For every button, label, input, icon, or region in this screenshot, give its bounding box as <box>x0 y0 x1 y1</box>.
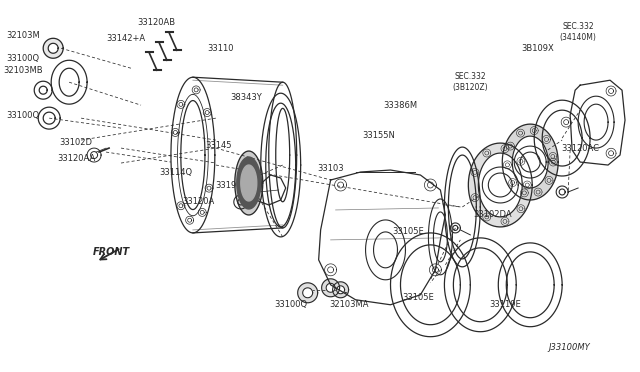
Text: 33100Q: 33100Q <box>6 110 40 120</box>
Text: 33110: 33110 <box>207 44 234 53</box>
Text: 33386M: 33386M <box>383 101 417 110</box>
Text: 33145: 33145 <box>205 141 232 150</box>
Text: 32103M: 32103M <box>6 31 40 40</box>
Text: 33102DA: 33102DA <box>473 211 511 219</box>
Text: 33105E: 33105E <box>403 293 435 302</box>
Polygon shape <box>43 38 63 58</box>
Text: 3B109X: 3B109X <box>521 44 554 53</box>
Text: 33120AA: 33120AA <box>57 154 95 163</box>
Polygon shape <box>298 283 317 303</box>
Text: SEC.332
(34140M): SEC.332 (34140M) <box>560 22 596 42</box>
Text: 33155N: 33155N <box>362 131 395 140</box>
Text: 32103MB: 32103MB <box>3 66 43 75</box>
Polygon shape <box>478 153 522 217</box>
Polygon shape <box>235 151 263 215</box>
Text: 33102D: 33102D <box>60 138 93 147</box>
Text: SEC.332
(3B120Z): SEC.332 (3B120Z) <box>452 72 488 92</box>
Polygon shape <box>241 161 257 205</box>
Polygon shape <box>237 157 260 209</box>
Polygon shape <box>502 124 558 200</box>
Text: 33100Q: 33100Q <box>6 54 40 63</box>
Text: 33103: 33103 <box>317 164 344 173</box>
Text: 33100Q: 33100Q <box>274 300 307 309</box>
Text: FRONT: FRONT <box>93 247 130 257</box>
Text: J33100MY: J33100MY <box>548 343 590 352</box>
Polygon shape <box>303 288 313 298</box>
Polygon shape <box>333 282 349 298</box>
Polygon shape <box>326 283 335 292</box>
Polygon shape <box>322 279 340 297</box>
Polygon shape <box>337 286 344 294</box>
Polygon shape <box>241 165 257 201</box>
Text: 33114Q: 33114Q <box>159 167 193 177</box>
Text: 33197: 33197 <box>216 180 242 189</box>
Text: 33120AB: 33120AB <box>137 18 175 27</box>
Text: 33105E: 33105E <box>392 227 424 237</box>
Text: 38343Y: 38343Y <box>230 93 262 102</box>
Text: 33142+A: 33142+A <box>106 34 145 43</box>
Text: 33120AC: 33120AC <box>561 144 599 153</box>
Text: 33119E: 33119E <box>490 300 521 309</box>
Polygon shape <box>48 43 58 53</box>
Text: 32103MA: 32103MA <box>329 300 369 309</box>
Polygon shape <box>468 143 532 227</box>
Polygon shape <box>512 136 548 188</box>
Text: 33120A: 33120A <box>183 198 215 206</box>
